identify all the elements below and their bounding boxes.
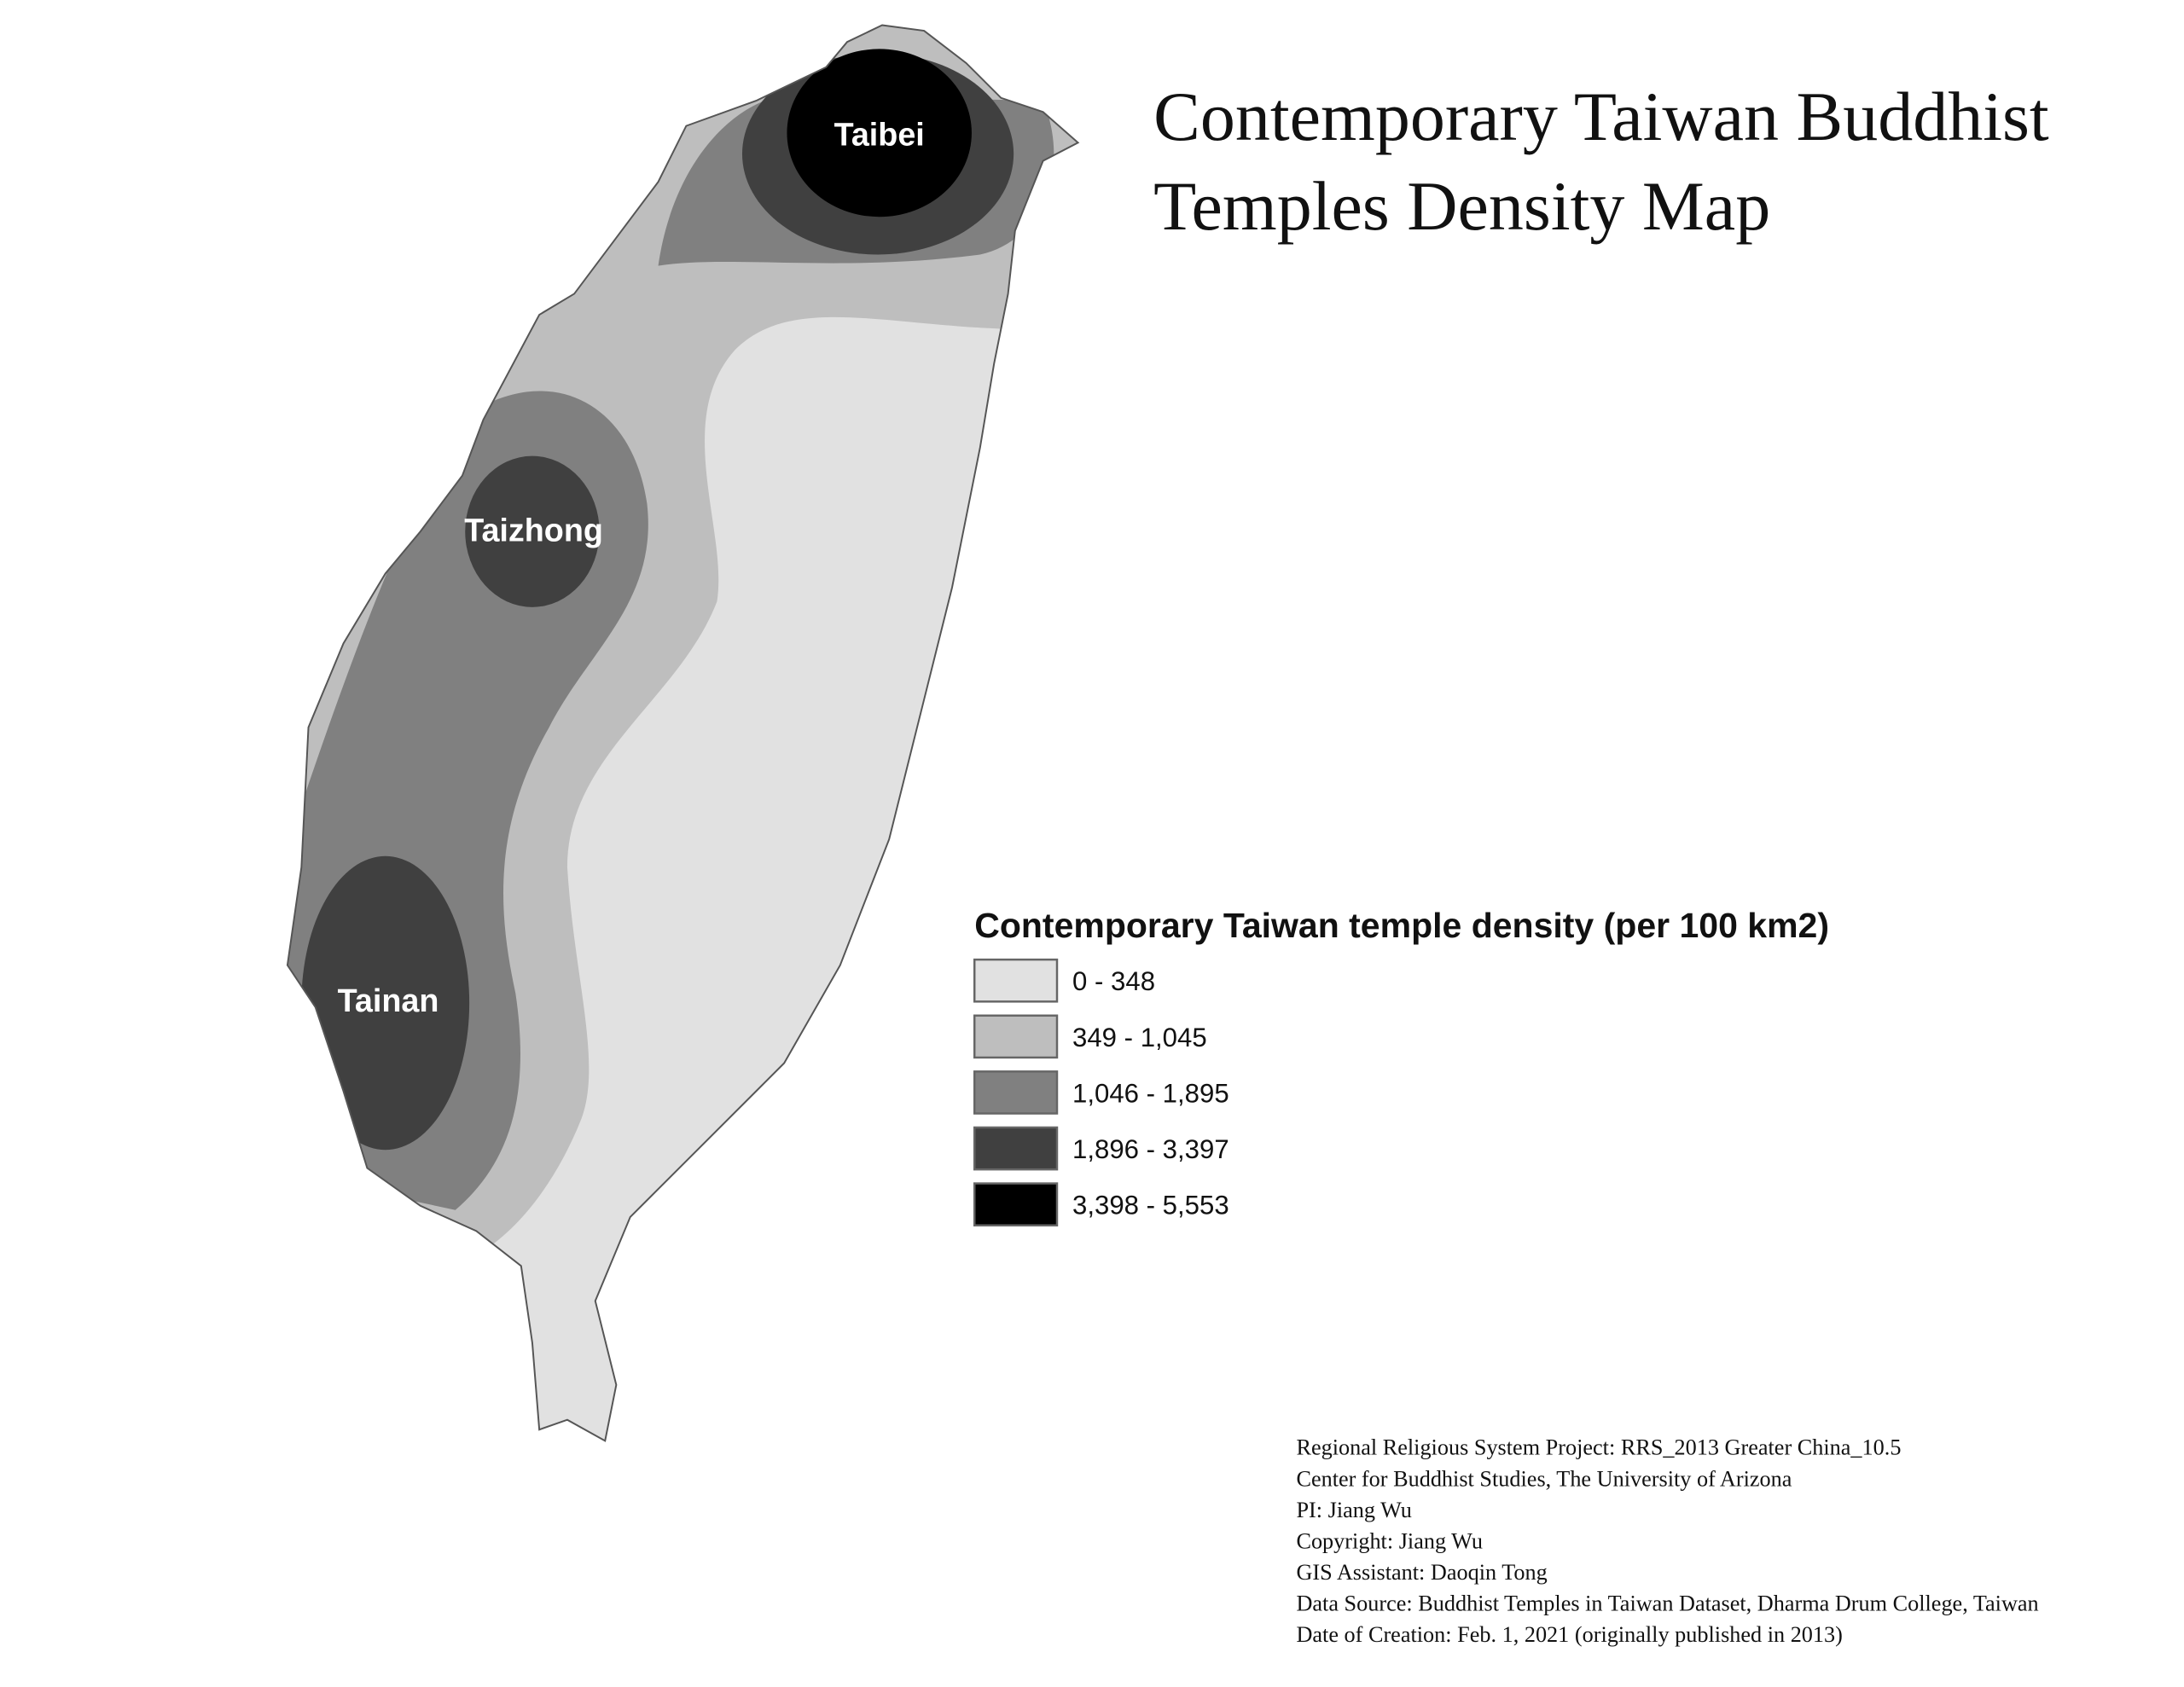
legend-label: 0 - 348 <box>1072 966 1155 996</box>
credit-line: Copyright: Jiang Wu <box>1296 1528 1483 1553</box>
zone <box>301 855 470 1151</box>
credit-line: GIS Assistant: Daoqin Tong <box>1296 1560 1547 1585</box>
legend-swatch <box>973 1126 1059 1171</box>
title: Contemporary Taiwan Buddhist Temples Den… <box>1153 78 2049 245</box>
city-label: Tainan <box>338 983 439 1018</box>
title-line: Contemporary Taiwan Buddhist <box>1153 78 2049 155</box>
legend-swatch <box>973 1182 1059 1226</box>
zone <box>465 455 600 607</box>
zone <box>787 49 972 217</box>
coastline <box>286 24 1080 1442</box>
credit-line: Center for Buddhist Studies, The Univers… <box>1296 1466 1792 1491</box>
legend-title: Contemporary Taiwan temple density (per … <box>974 906 1829 945</box>
legend-label: 3,398 - 5,553 <box>1072 1191 1229 1220</box>
legend-label: 1,046 - 1,895 <box>1072 1078 1229 1108</box>
legend-swatch <box>973 958 1059 1003</box>
city-label: Taibei <box>834 117 925 153</box>
legend-swatch <box>973 1014 1059 1059</box>
credit-line: Data Source: Buddhist Temples in Taiwan … <box>1296 1591 2038 1616</box>
city-label: Taizhong <box>464 513 603 548</box>
credit-line: PI: Jiang Wu <box>1296 1498 1411 1522</box>
legend: Contemporary Taiwan temple density (per … <box>973 906 1829 1226</box>
credit-line: Date of Creation: Feb. 1, 2021 (original… <box>1296 1622 1842 1647</box>
title-line: Temples Density Map <box>1153 167 1770 245</box>
credits: Regional Religious System Project: RRS_2… <box>1296 1435 2038 1647</box>
legend-label: 1,896 - 3,397 <box>1072 1134 1229 1164</box>
credit-line: Regional Religious System Project: RRS_2… <box>1296 1435 1901 1460</box>
density-zones <box>287 25 1078 1441</box>
legend-label: 349 - 1,045 <box>1072 1023 1207 1052</box>
legend-swatch <box>973 1070 1059 1115</box>
city-labels: Taibei Taizhong Tainan <box>338 117 925 1018</box>
